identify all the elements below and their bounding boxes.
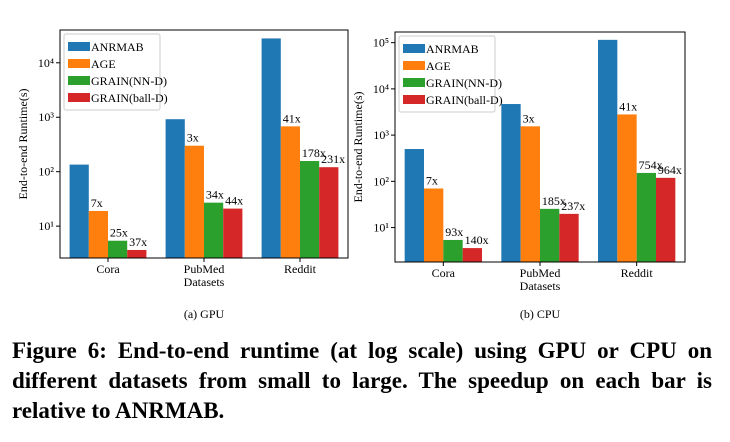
- speedup-label: 44x: [225, 194, 243, 208]
- legend-box: [398, 35, 496, 113]
- y-tick-label: 10¹: [38, 219, 54, 233]
- x-tick-label: PubMed: [520, 266, 561, 280]
- x-tick-label: Reddit: [621, 266, 654, 280]
- figure-caption: Figure 6: End-to-end runtime (at log sca…: [12, 338, 712, 423]
- legend-swatch: [68, 42, 90, 51]
- plot-frame: [59, 29, 349, 259]
- speedup-label: 25x: [110, 226, 128, 240]
- legend-swatch: [68, 59, 90, 68]
- bar: [300, 161, 320, 258]
- y-axis-label: End-to-end Runtime(s): [351, 92, 365, 203]
- legend-swatch: [403, 61, 425, 70]
- legend-label: ANRMAB: [91, 40, 144, 54]
- speedup-label: 41x: [283, 111, 301, 125]
- x-axis-label: Datasets: [184, 275, 225, 289]
- x-tick-label: Reddit: [284, 262, 317, 276]
- legend-swatch: [403, 78, 425, 87]
- speedup-label: 231x: [321, 152, 345, 166]
- legend-label: GRAIN(NN-D): [91, 74, 167, 88]
- figure: 10¹ 10² 10³ 10⁴ 7x 3x 41x 25x 34x 178x 37x 44x 231x C…: [16, 29, 686, 321]
- bar: [462, 248, 482, 262]
- bar: [540, 208, 560, 262]
- legend-label: GRAIN(ball-D): [91, 91, 168, 105]
- x-tick-label: Cora: [432, 266, 456, 280]
- speedup-label: 93x: [445, 225, 463, 239]
- speedup-label: 185x: [542, 194, 566, 208]
- bar: [598, 39, 618, 263]
- bar: [280, 126, 300, 258]
- bar: [636, 172, 656, 262]
- speedup-label: 178x: [302, 146, 326, 160]
- bar: [184, 145, 204, 258]
- speedup-label: 3x: [523, 111, 535, 125]
- speedup-label: 140x: [465, 233, 489, 247]
- bar: [501, 104, 521, 263]
- bar: [404, 149, 424, 262]
- speedup-label: 3x: [187, 131, 199, 145]
- speedup-label: 754x: [639, 158, 663, 172]
- bar: [88, 210, 108, 258]
- y-tick-label: 10⁴: [38, 56, 54, 70]
- legend-label: GRAIN(ball-D): [426, 93, 503, 107]
- subcaption: (b) CPU: [520, 307, 561, 321]
- y-tick-label: 10³: [38, 110, 54, 124]
- y-tick-label: 10²: [373, 174, 389, 188]
- y-tick-label: 10⁴: [373, 82, 389, 96]
- x-tick-label: Cora: [96, 262, 120, 276]
- legend-swatch: [403, 44, 425, 53]
- speedup-label: 37x: [129, 235, 147, 249]
- bar: [108, 240, 128, 258]
- bar: [520, 126, 540, 262]
- plot-frame: [394, 31, 686, 263]
- y-tick-label: 10⁵: [373, 36, 389, 50]
- y-tick-label: 10²: [38, 165, 54, 179]
- legend-swatch: [403, 95, 425, 104]
- bar: [443, 239, 463, 262]
- legend-label: AGE: [91, 57, 116, 71]
- subcaption: (a) GPU: [184, 307, 225, 321]
- legend-label: ANRMAB: [426, 42, 479, 56]
- legend-label: GRAIN(NN-D): [426, 76, 502, 90]
- y-axis-label: End-to-end Runtime(s): [16, 89, 30, 200]
- legend-swatch: [68, 76, 90, 85]
- speedup-label: 34x: [206, 188, 224, 202]
- bar: [261, 38, 281, 258]
- bar: [617, 114, 637, 262]
- x-axis-label: Datasets: [520, 279, 561, 293]
- speedup-label: 237x: [561, 199, 585, 213]
- y-tick-label: 10³: [373, 128, 389, 142]
- bar: [69, 164, 89, 258]
- x-tick-label: PubMed: [184, 262, 225, 276]
- bar: [127, 249, 147, 258]
- legend-label: AGE: [426, 59, 451, 73]
- speedup-label: 7x: [91, 196, 103, 210]
- speedup-label: 964x: [658, 163, 682, 177]
- bar: [204, 202, 224, 258]
- bar: [424, 188, 444, 262]
- y-tick-label: 10¹: [373, 221, 389, 235]
- bar: [559, 213, 579, 262]
- bar: [319, 167, 339, 258]
- speedup-label: 41x: [619, 99, 637, 113]
- speedup-label: 7x: [426, 174, 438, 188]
- bar: [165, 119, 185, 258]
- bar: [656, 177, 676, 262]
- bar: [223, 208, 243, 258]
- legend-swatch: [68, 93, 90, 102]
- legend-box: [63, 33, 161, 111]
